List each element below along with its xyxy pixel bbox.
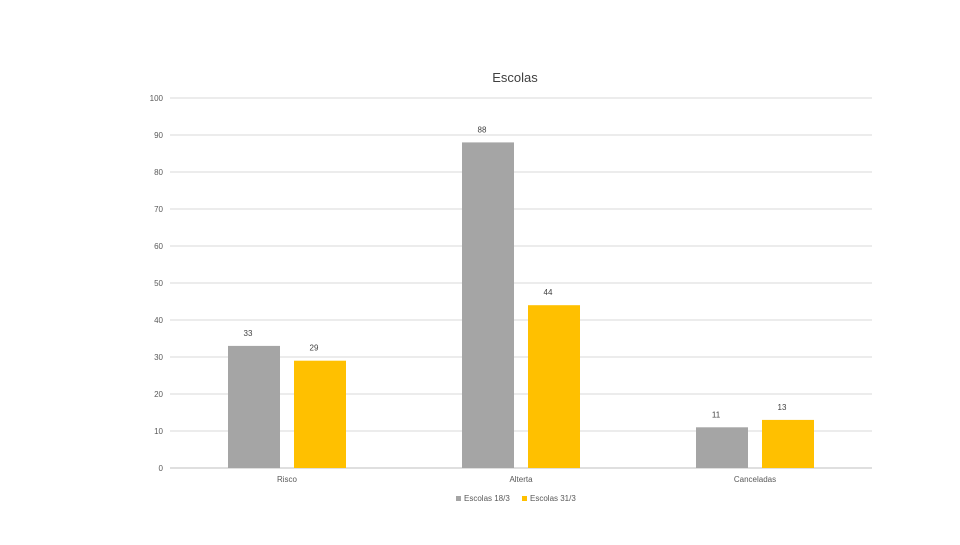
legend-entry: Escolas 18/3: [464, 494, 510, 503]
y-tick-label: 100: [150, 94, 164, 103]
y-tick-label: 10: [154, 427, 163, 436]
data-label: 88: [478, 125, 487, 134]
data-label: 44: [544, 288, 553, 297]
category-label: Risco: [277, 475, 298, 484]
bar-risco-series-2: [294, 360, 346, 468]
gridlines: 0 10 20 30 40 50 60 70 80 90 100: [150, 94, 872, 473]
bar-canceladas-series-1: [696, 427, 748, 468]
bar-alterta-series-2: [528, 305, 580, 468]
y-tick-label: 0: [159, 464, 164, 473]
legend-swatch: [456, 496, 461, 501]
category-label: Canceladas: [734, 475, 776, 484]
legend-entry: Escolas 31/3: [530, 494, 576, 503]
y-tick-label: 40: [154, 316, 163, 325]
legend-swatch: [522, 496, 527, 501]
data-label: 33: [244, 329, 253, 338]
y-tick-label: 90: [154, 131, 163, 140]
y-tick-label: 60: [154, 242, 163, 251]
bar-canceladas-series-2: [762, 419, 814, 468]
y-tick-label: 20: [154, 390, 163, 399]
bar-alterta-series-1: [462, 142, 514, 468]
data-label: 13: [778, 403, 787, 412]
bars: [228, 142, 814, 468]
data-label: 11: [712, 410, 721, 419]
data-labels: 33 29 Risco 88 44 Alterta 11 13 Canceladas: [244, 125, 787, 484]
y-tick-label: 70: [154, 205, 163, 214]
y-tick-label: 50: [154, 279, 163, 288]
data-label: 29: [310, 344, 319, 353]
bar-risco-series-1: [228, 345, 280, 468]
y-tick-label: 80: [154, 168, 163, 177]
y-tick-label: 30: [154, 353, 163, 362]
legend: Escolas 18/3 Escolas 31/3: [456, 494, 576, 503]
chart-title: Escolas: [492, 70, 538, 85]
category-label: Alterta: [509, 475, 533, 484]
